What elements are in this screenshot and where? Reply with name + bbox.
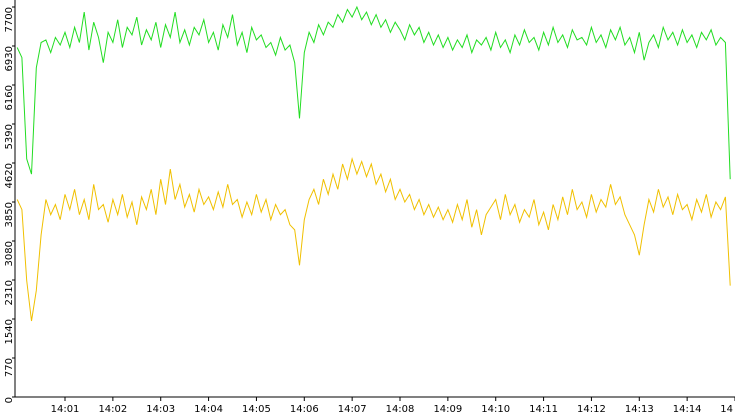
x-tick-label: 14:03 (146, 404, 175, 415)
y-tick-label: 0 (4, 397, 15, 403)
y-tick-label: 5390 (4, 124, 15, 149)
x-tick-label: 14:13 (625, 404, 654, 415)
series-line (16, 5, 731, 180)
x-tick-label: 14:07 (338, 404, 367, 415)
x-tick-label: 14:06 (290, 404, 319, 415)
y-tick-label: 6160 (4, 85, 15, 110)
y-tick-label: 1540 (4, 319, 15, 344)
x-tick-label: 14 (720, 404, 733, 415)
x-tick-label: 14:12 (577, 404, 606, 415)
x-tick-label: 14:04 (194, 404, 223, 415)
x-tick-label: 14:14 (673, 404, 702, 415)
y-tick-label: 3850 (4, 202, 15, 227)
x-tick-label: 14:11 (529, 404, 558, 415)
y-tick-label: 2310 (4, 280, 15, 305)
y-tick-label: 6930 (4, 46, 15, 71)
y-tick-label: 7700 (4, 7, 15, 32)
x-tick-label: 14:09 (433, 404, 462, 415)
y-tick-label: 3080 (4, 241, 15, 266)
x-tick-label: 14:02 (98, 404, 127, 415)
x-tick-label: 14:10 (481, 404, 510, 415)
y-tick-label: 4620 (4, 163, 15, 188)
x-tick-label: 14:05 (242, 404, 271, 415)
y-tick-label: 770 (4, 358, 15, 377)
x-tick-label: 14:08 (386, 404, 415, 415)
series-line (16, 157, 731, 322)
x-tick-label: 14:01 (51, 404, 80, 415)
